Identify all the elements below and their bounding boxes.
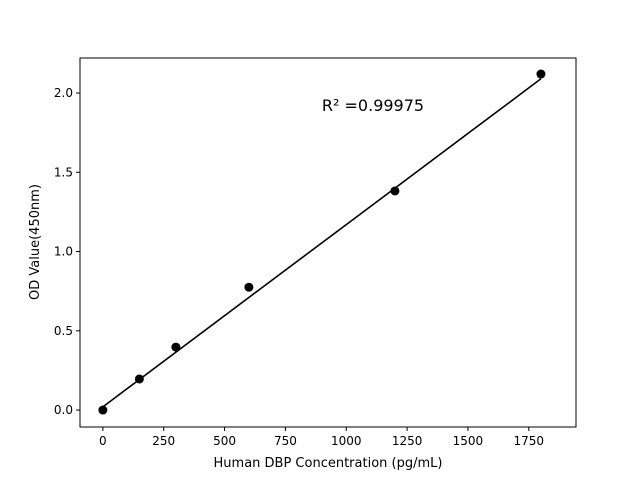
y-tick-label: 0.5 [54, 324, 73, 338]
x-axis-label: Human DBP Concentration (pg/mL) [214, 456, 443, 471]
x-tick-label: 1750 [514, 434, 545, 448]
data-point [98, 405, 108, 415]
x-axis: 0 250 500 750 1000 1250 1500 1750 [99, 427, 544, 448]
y-tick-label: 0.0 [54, 403, 73, 417]
data-point [390, 186, 400, 196]
y-axis-label: OD Value(450nm) [28, 184, 43, 300]
y-tick-label: 1.5 [54, 165, 73, 179]
data-marks [98, 69, 546, 415]
plot-area [79, 57, 577, 428]
data-point [134, 374, 144, 384]
x-tick-label: 1000 [331, 434, 362, 448]
y-tick-label: 1.0 [54, 245, 73, 259]
x-tick-label: 750 [274, 434, 297, 448]
data-point [536, 69, 546, 79]
x-tick-label: 500 [213, 434, 236, 448]
x-tick-label: 250 [152, 434, 175, 448]
r-squared-annotation: R² =0.99975 [322, 96, 424, 115]
data-point [244, 282, 254, 292]
x-tick-label: 0 [99, 434, 107, 448]
fit-line [102, 78, 542, 408]
data-point [171, 342, 181, 352]
y-tick-label: 2.0 [54, 86, 73, 100]
x-tick-label: 1250 [392, 434, 423, 448]
y-axis: 0.0 0.5 1.0 1.5 2.0 [54, 86, 80, 417]
x-tick-label: 1500 [453, 434, 484, 448]
